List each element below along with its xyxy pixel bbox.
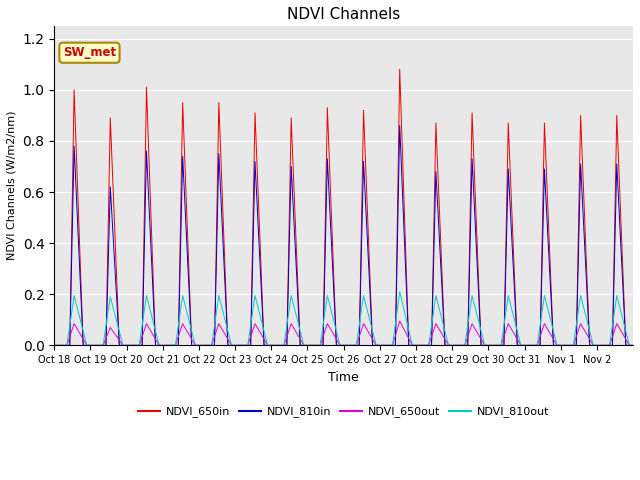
NDVI_810out — [541, 293, 548, 299]
Title: NDVI Channels: NDVI Channels — [287, 7, 400, 22]
NDVI_810in — [418, 343, 426, 348]
NDVI_810in — [623, 343, 630, 348]
NDVI_650out — [506, 324, 514, 329]
NDVI_810out — [396, 289, 404, 295]
NDVI_650in — [169, 343, 177, 348]
NDVI_810in — [396, 123, 404, 129]
NDVI_810out — [506, 299, 514, 305]
NDVI_650out — [396, 318, 404, 324]
Line: NDVI_810out: NDVI_810out — [54, 292, 633, 346]
NDVI_810in — [629, 343, 637, 348]
NDVI_650in — [396, 66, 404, 72]
NDVI_810in — [169, 343, 177, 348]
NDVI_650in — [469, 133, 477, 139]
NDVI_650out — [469, 322, 477, 328]
NDVI_650in — [623, 343, 630, 348]
Line: NDVI_650out: NDVI_650out — [54, 321, 633, 346]
Legend: NDVI_650in, NDVI_810in, NDVI_650out, NDVI_810out: NDVI_650in, NDVI_810in, NDVI_650out, NDV… — [133, 402, 554, 422]
Line: NDVI_650in: NDVI_650in — [54, 69, 633, 346]
NDVI_810in — [541, 169, 548, 175]
NDVI_810in — [469, 175, 477, 180]
NDVI_810out — [169, 343, 177, 348]
X-axis label: Time: Time — [328, 371, 359, 384]
NDVI_650in — [541, 125, 548, 131]
NDVI_650in — [418, 343, 426, 348]
NDVI_810out — [418, 343, 426, 348]
NDVI_650out — [623, 337, 630, 343]
NDVI_650out — [541, 321, 548, 327]
NDVI_810in — [506, 198, 514, 204]
NDVI_810out — [469, 296, 477, 302]
NDVI_810in — [51, 343, 58, 348]
NDVI_650out — [418, 343, 426, 348]
NDVI_810out — [629, 343, 637, 348]
NDVI_650out — [629, 343, 637, 348]
NDVI_810out — [623, 331, 630, 337]
Line: NDVI_810in: NDVI_810in — [54, 126, 633, 346]
NDVI_650in — [506, 160, 514, 166]
NDVI_650in — [629, 343, 637, 348]
Text: SW_met: SW_met — [63, 46, 116, 59]
NDVI_650in — [51, 343, 58, 348]
NDVI_650out — [51, 343, 58, 348]
NDVI_650out — [169, 343, 177, 348]
Y-axis label: NDVI Channels (W/m2/nm): NDVI Channels (W/m2/nm) — [7, 111, 17, 260]
NDVI_810out — [51, 343, 58, 348]
